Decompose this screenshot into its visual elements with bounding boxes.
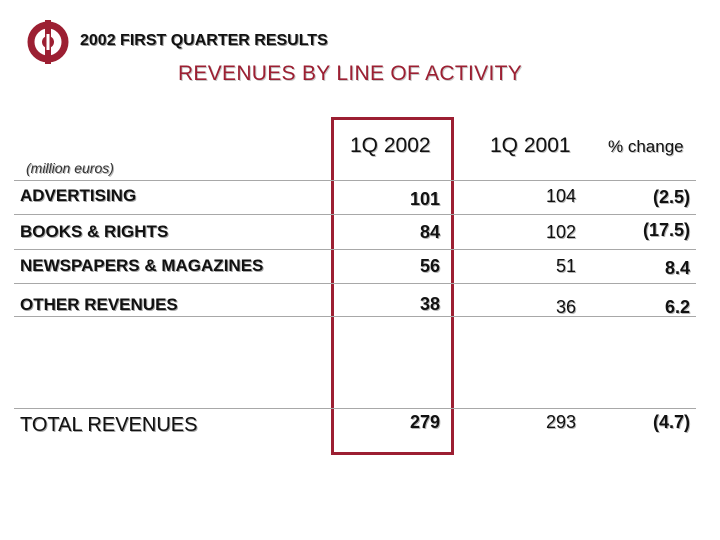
- current-quarter-highlight: [331, 117, 454, 455]
- value-change: (17.5): [642, 220, 690, 240]
- row-label: OTHER REVENUES: [20, 295, 178, 314]
- row-label: ADVERTISING: [20, 186, 137, 205]
- value-1q-2002: 84: [419, 222, 440, 242]
- total-label: TOTAL REVENUES: [20, 414, 198, 436]
- total-1q-2001: 293: [545, 412, 576, 432]
- value-change: 8.4: [664, 258, 690, 278]
- column-header-1q-2001: 1Q 2001: [490, 134, 571, 157]
- slide-subtitle: REVENUES BY LINE OF ACTIVITY: [177, 62, 523, 85]
- row-label: BOOKS & RIGHTS: [20, 222, 169, 241]
- table-divider: [14, 249, 696, 250]
- value-change: (2.5): [652, 187, 690, 207]
- value-change: 6.2: [664, 297, 690, 317]
- table-divider: [14, 408, 696, 409]
- total-change: (4.7): [652, 412, 690, 432]
- value-1q-2001: 102: [545, 222, 576, 242]
- page-header-title: 2002 FIRST QUARTER RESULTS: [80, 32, 328, 49]
- table-divider: [14, 180, 696, 181]
- unit-label: (million euros): [26, 160, 114, 176]
- column-header-change: % change: [608, 137, 684, 156]
- value-1q-2002: 101: [409, 189, 440, 209]
- table-divider: [14, 214, 696, 215]
- column-header-1q-2002: 1Q 2002: [350, 134, 431, 157]
- value-1q-2002: 56: [419, 256, 440, 276]
- row-label: NEWSPAPERS & MAGAZINES: [20, 256, 264, 275]
- value-1q-2001: 104: [545, 186, 576, 206]
- value-1q-2001: 36: [555, 297, 576, 317]
- total-1q-2002: 279: [409, 412, 440, 432]
- value-1q-2002: 38: [419, 294, 440, 314]
- table-divider: [14, 283, 696, 284]
- value-1q-2001: 51: [555, 256, 576, 276]
- company-logo-icon: [27, 20, 69, 64]
- table-divider: [14, 316, 696, 317]
